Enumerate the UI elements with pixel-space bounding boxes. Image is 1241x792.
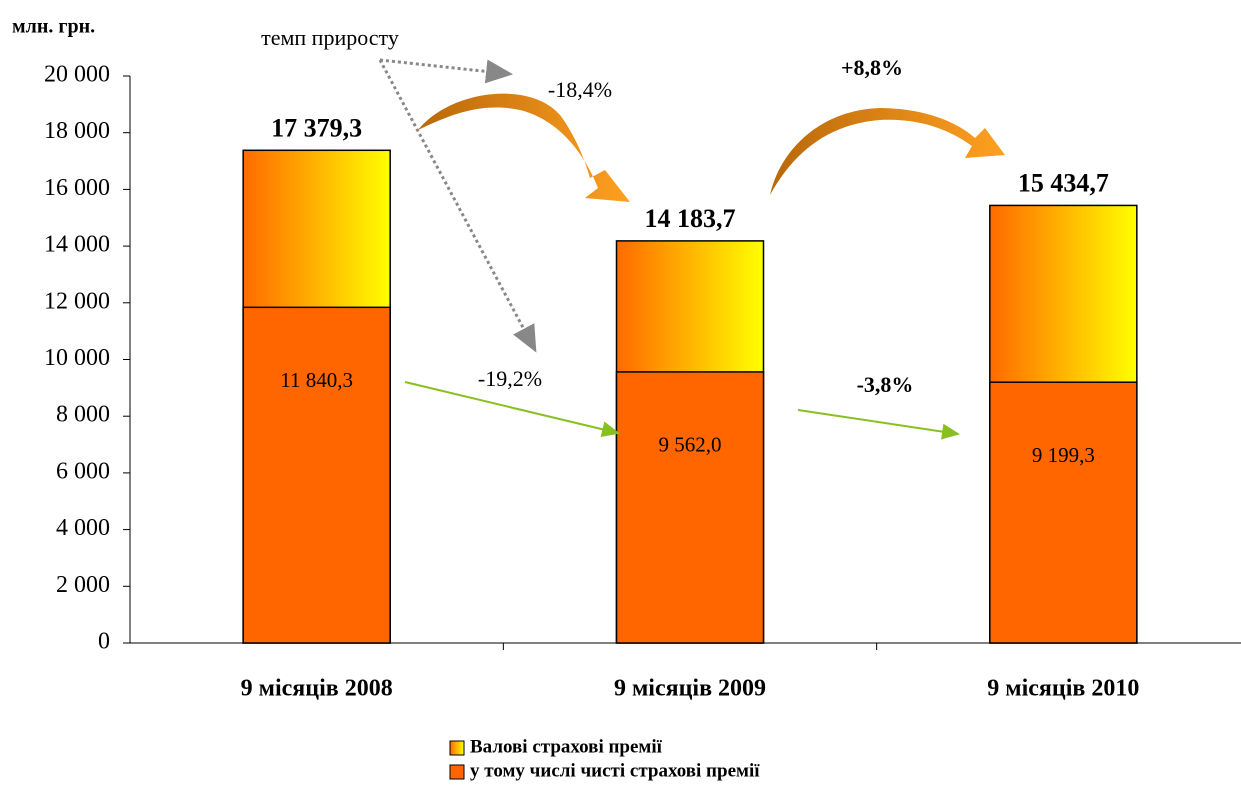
- y-tick-label: 2 000: [56, 572, 110, 598]
- grey-arrow: [379, 58, 513, 84]
- y-tick-label: 14 000: [44, 232, 110, 258]
- y-tick-label: 16 000: [44, 175, 110, 201]
- value-label: 15 434,7: [1018, 168, 1109, 197]
- legend-swatch: [449, 740, 465, 756]
- net-bar: [615, 371, 765, 644]
- curved-arrow: [770, 108, 1005, 195]
- x-tick-label: 9 місяців 2008: [241, 676, 393, 702]
- value-label: 17 379,3: [271, 113, 362, 142]
- value-label: 9 562,0: [659, 433, 722, 457]
- legend-swatch: [449, 764, 465, 780]
- y-tick-label: 4 000: [56, 515, 110, 541]
- value-label: 11 840,3: [280, 368, 353, 392]
- annotation: темп приросту: [261, 25, 399, 50]
- annotation: -18,4%: [548, 77, 612, 102]
- y-axis-label: млн. грн.: [12, 16, 95, 38]
- y-tick-label: 12 000: [44, 288, 110, 314]
- legend-label: Валові страхові премії: [470, 736, 663, 757]
- decorations: [378, 58, 1005, 440]
- annotation: +8,8%: [841, 55, 903, 80]
- y-tick-label: 20 000: [44, 62, 110, 88]
- value-label: 14 183,7: [645, 204, 736, 233]
- legend-label: у тому числі чисті страхові премії: [470, 760, 760, 781]
- curved-arrow: [418, 93, 630, 202]
- y-tick-label: 8 000: [56, 402, 110, 428]
- net-bar: [989, 381, 1138, 644]
- x-tick-label: 9 місяців 2010: [987, 676, 1139, 702]
- y-tick-label: 0: [98, 629, 110, 655]
- grey-arrow: [378, 59, 537, 353]
- annotation: -19,2%: [478, 366, 542, 391]
- y-tick-label: 18 000: [44, 118, 110, 144]
- y-tick-label: 6 000: [56, 458, 110, 484]
- green-arrow: [404, 381, 620, 438]
- annotation: -3,8%: [857, 372, 914, 397]
- value-label: 9 199,3: [1032, 443, 1095, 467]
- green-arrow: [797, 409, 960, 440]
- x-tick-label: 9 місяців 2009: [614, 676, 766, 702]
- net-bar: [242, 306, 391, 644]
- y-tick-label: 10 000: [44, 345, 110, 371]
